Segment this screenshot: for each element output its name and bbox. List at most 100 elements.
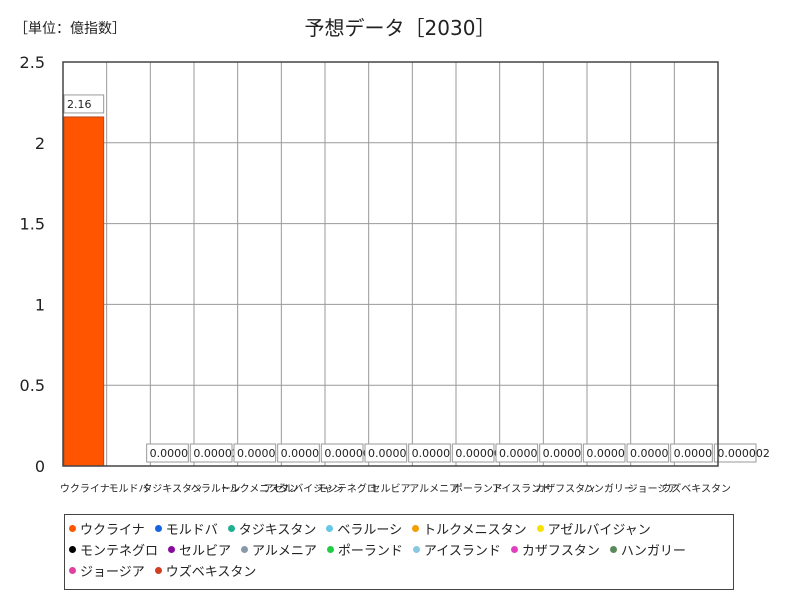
legend-label: アゼルバイジャン (547, 523, 651, 538)
legend-marker (69, 567, 76, 574)
legend-label: セルビア (179, 544, 232, 559)
legend-marker (326, 525, 334, 532)
legend-item: アルメニア (241, 539, 317, 560)
x-tick-label: ベラルーシ (191, 483, 241, 495)
data-label: 0.0000 (499, 447, 538, 460)
y-tick-label: 0 (35, 457, 45, 476)
data-label-box (364, 443, 408, 463)
data-label: 0.0000 (543, 447, 582, 460)
data-label: 0.000002 (717, 447, 770, 460)
legend-label: モンテネグロ (80, 544, 159, 559)
x-tick-label: カザフスタン (535, 483, 595, 495)
x-tick-label: タジキスタン (142, 483, 202, 495)
x-tick-label: ハンガリー (584, 483, 634, 495)
data-label-box (495, 443, 539, 463)
legend-label: トルクメニスタン (423, 523, 527, 538)
data-label: 0.00000 (455, 447, 501, 460)
legend-marker (609, 546, 617, 553)
legend-label: アイスランド (423, 544, 501, 559)
x-tick-label: トルクメニスタン (220, 483, 300, 495)
data-label-box (582, 443, 626, 463)
data-label-box (233, 443, 277, 463)
legend-marker (69, 525, 76, 532)
legend-label: アルメニア (252, 544, 317, 559)
data-label: 0.0000 (586, 447, 625, 460)
unit-label: ［単位：億指数］ (14, 21, 126, 37)
plot-area (63, 62, 718, 466)
x-tick-label: ジョージア (628, 484, 678, 495)
data-label-box (320, 443, 364, 463)
legend-marker (510, 546, 518, 553)
y-tick-label: 2.5 (20, 53, 45, 72)
data-label-box (451, 443, 495, 463)
x-tick-label: ポーランド (453, 483, 503, 495)
data-label-box (189, 443, 233, 463)
legend-marker (412, 525, 420, 532)
data-label-box (408, 443, 451, 463)
y-tick-label: 1 (35, 295, 45, 314)
data-label-box (277, 443, 320, 463)
data-label-box (713, 443, 757, 463)
legend-item: アゼルバイジャン (536, 518, 651, 539)
legend-label: ウクライナ (80, 523, 145, 538)
data-label: 0.00002 (193, 447, 239, 460)
legend-marker (69, 546, 76, 553)
legend-label: ウズベキスタン (165, 565, 257, 580)
chart-legend: ウクライナ モルドバ タジキスタン ベラルーシ トルクメニスタン アゼルバイジャンモンテネ… (64, 514, 734, 590)
x-tick-label: アルメニア (409, 484, 459, 495)
chart-title: 予想データ［2030］ (304, 16, 496, 40)
legend-label: タジキスタン (238, 523, 317, 538)
data-label: 0.0000 (630, 447, 669, 460)
legend-label: カザフスタン (521, 544, 600, 559)
legend-item: アイスランド (412, 539, 501, 560)
legend-item: ハンガリー (609, 539, 686, 560)
legend-item: カザフスタン (510, 539, 600, 560)
bar (63, 116, 105, 467)
legend-marker (241, 546, 249, 553)
data-label-box (670, 443, 713, 463)
x-tick-label: アゼルバイジャン (264, 483, 343, 495)
data-label: 0.0000 (674, 447, 713, 460)
data-label: 0.0000 (150, 447, 189, 460)
legend-marker (227, 525, 235, 532)
legend-marker (412, 546, 420, 553)
y-tick-label: 2 (35, 134, 45, 153)
legend-item: モルドバ (154, 518, 218, 539)
data-label: 0.0000 (281, 447, 320, 460)
data-label: 0.0000 (237, 447, 276, 460)
legend-marker (154, 567, 162, 574)
x-tick-label: モンテネグロ (317, 482, 377, 495)
y-tick-label: 0.5 (20, 376, 45, 395)
legend-item: ウクライナ (69, 518, 145, 539)
legend-item: タジキスタン (227, 518, 317, 539)
data-label: 2.16 (67, 98, 92, 111)
data-label-box (626, 443, 670, 463)
plot-border (62, 61, 719, 467)
data-label-box (539, 443, 582, 463)
data-label: 0.0000 (412, 447, 451, 460)
legend-item: トルクメニスタン (412, 518, 527, 539)
legend-item: ベラルーシ (326, 518, 402, 539)
y-tick-label: 1.5 (20, 215, 45, 234)
legend-item: セルビア (168, 539, 231, 560)
x-tick-label: アイスランド (492, 483, 551, 495)
data-label-box (63, 94, 105, 114)
x-tick-label: ウクライナ (60, 483, 110, 495)
data-label: 0.00000 (324, 447, 370, 460)
data-label-box (146, 443, 189, 463)
legend-item: ウズベキスタン (154, 560, 257, 581)
legend-marker (536, 525, 544, 532)
legend-label: ハンガリー (620, 544, 686, 559)
legend-label: ジョージア (80, 565, 145, 580)
legend-label: ポーランド (337, 544, 403, 559)
legend-label: モルドバ (165, 523, 218, 538)
legend-marker (154, 525, 162, 532)
legend-marker (168, 546, 176, 553)
x-tick-label: セルビア (371, 483, 411, 495)
legend-marker (326, 546, 334, 553)
x-tick-label: モルドバ (109, 483, 149, 495)
legend-item: モンテネグロ (69, 539, 158, 560)
legend-item: ポーランド (326, 539, 403, 560)
legend-label: ベラルーシ (337, 523, 403, 538)
